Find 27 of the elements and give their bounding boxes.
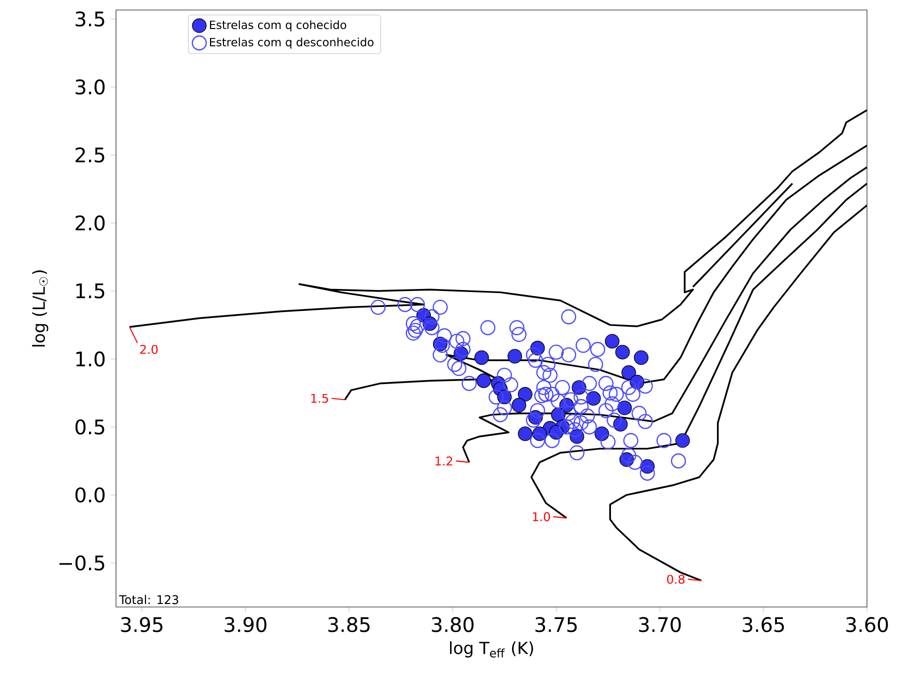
x-tick-label: 3.85 [328,617,370,632]
y-tick-label: 3.5 [76,11,104,27]
annotation: 1.2 [436,456,452,466]
y-tick-label: −0.5 [60,555,104,570]
annotation: 1.0 [532,512,550,522]
x-axis-title: log T$_{eff}$ (K) [450,641,534,658]
x-tick-label: 3.95 [121,617,162,632]
x-tick-label: 3.70 [639,617,681,632]
y-tick-label: 2.5 [76,147,104,163]
legend-label: Estrelas com q cohecido [210,20,346,32]
annotation: 1.5 [311,394,328,403]
y-tick-label: 2.0 [76,215,105,231]
y-axis-title: log (L/L$_{☉}$) [32,270,48,346]
legend-label: Estrelas com q desconhecido [210,38,374,49]
y-tick-label: 1.5 [76,284,104,298]
annotation: 0.8 [667,574,685,584]
x-tick-label: 3.75 [535,617,577,632]
y-tick-label: 1.0 [76,351,105,367]
y-tick-label: 3.0 [76,79,105,95]
x-tick-label: 3.90 [224,617,266,632]
x-tick-label: 3.65 [742,617,784,632]
annotation: Total: 123 [119,594,178,604]
annotation: 2.0 [140,344,158,354]
y-tick-label: 0.0 [75,487,105,503]
x-tick-label: 3.60 [846,617,888,632]
x-tick-label: 3.80 [432,617,474,632]
y-tick-label: 0.5 [75,419,104,435]
